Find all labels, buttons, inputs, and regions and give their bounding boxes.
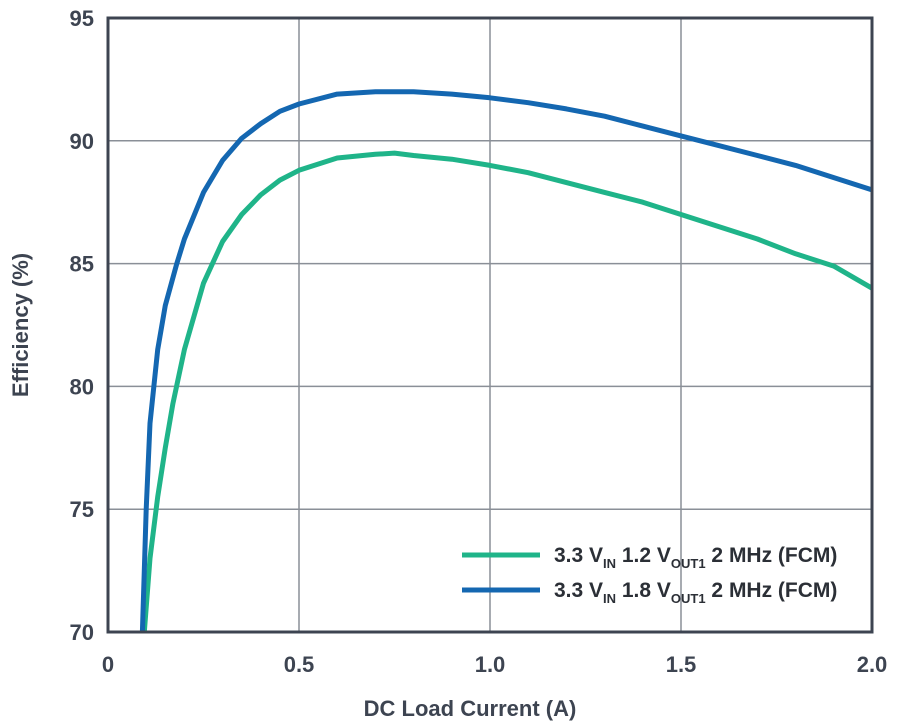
x-tick-label: 0	[102, 652, 114, 677]
grid-lines	[108, 18, 872, 632]
legend: 3.3 VIN 1.2 VOUT1 2 MHz (FCM) 3.3 VIN 1.8…	[462, 544, 837, 606]
legend-label-1: 3.3 VIN 1.2 VOUT1 2 MHz (FCM)	[554, 544, 837, 571]
y-tick-label: 85	[70, 252, 94, 277]
x-tick-label: 1.0	[475, 652, 506, 677]
series-lines	[139, 89, 874, 633]
y-tick-label: 95	[70, 6, 94, 31]
x-tick-label: 2.0	[857, 652, 888, 677]
x-axis-label: DC Load Current (A)	[364, 696, 577, 721]
plot-frame	[106, 16, 874, 634]
y-axis-label: Efficiency (%)	[8, 253, 33, 397]
x-tick-labels: 0 0.5 1.0 1.5 2.0	[102, 652, 887, 677]
legend-label-2: 3.3 VIN 1.8 VOUT1 2 MHz (FCM)	[554, 579, 837, 606]
y-tick-label: 75	[70, 497, 94, 522]
series-line-2	[139, 89, 873, 633]
x-tick-label: 1.5	[666, 652, 697, 677]
y-tick-label: 80	[70, 374, 94, 399]
x-tick-label: 0.5	[284, 652, 315, 677]
y-tick-label: 90	[70, 129, 94, 154]
series-line-1	[141, 150, 874, 633]
y-tick-label: 70	[70, 620, 94, 645]
y-tick-labels: 70 75 80 85 90 95	[70, 6, 94, 645]
